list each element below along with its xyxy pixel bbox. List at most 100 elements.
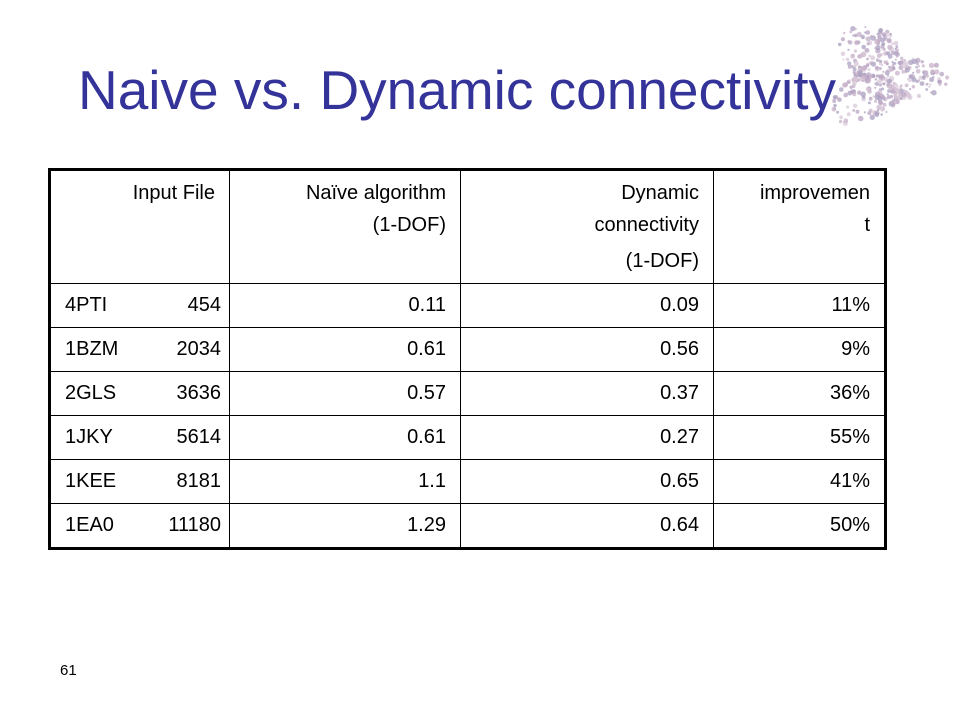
protein-atom — [854, 33, 858, 38]
protein-atom — [933, 64, 936, 67]
protein-atom — [866, 87, 870, 92]
protein-atom — [911, 58, 918, 65]
protein-atom — [889, 32, 892, 36]
protein-atom — [867, 101, 871, 105]
header-line: t — [864, 214, 870, 236]
protein-atom — [857, 115, 864, 122]
protein-atom — [939, 71, 945, 77]
protein-atom — [876, 105, 880, 109]
protein-atom — [847, 90, 853, 96]
protein-atom — [852, 109, 856, 112]
protein-atom — [875, 44, 881, 51]
cell-improvement: 50% — [713, 503, 886, 549]
protein-atom — [944, 82, 948, 86]
protein-atom — [876, 75, 879, 78]
cell-naive-time: 0.11 — [229, 283, 461, 328]
protein-atom — [860, 51, 867, 58]
protein-atom — [847, 65, 852, 69]
protein-atom — [901, 69, 906, 74]
protein-atom — [849, 85, 853, 89]
protein-atom — [874, 78, 878, 81]
protein-atom — [896, 89, 901, 95]
protein-atom — [879, 100, 883, 104]
cell-input-file: 1EA0 11180 — [49, 503, 230, 549]
protein-atom — [868, 96, 873, 101]
protein-atom — [899, 97, 903, 100]
protein-atom — [840, 37, 845, 42]
protein-atom — [911, 77, 917, 83]
protein-atom — [916, 62, 919, 66]
protein-atom — [907, 94, 913, 100]
protein-atom — [833, 103, 837, 108]
protein-atom — [889, 100, 893, 104]
protein-atom — [857, 90, 862, 95]
protein-atom — [863, 72, 866, 76]
table-row: 1EA0 11180 1.29 0.64 50% — [49, 503, 886, 549]
protein-atom — [874, 94, 880, 100]
protein-atom — [900, 84, 903, 87]
protein-atom — [918, 75, 923, 80]
protein-atom — [874, 86, 877, 89]
protein-atom — [866, 42, 870, 46]
protein-atom — [928, 62, 935, 69]
protein-atom — [925, 88, 929, 91]
protein-atom — [839, 115, 843, 120]
protein-atom — [869, 114, 875, 121]
protein-atom — [875, 58, 880, 62]
protein-atom — [938, 82, 942, 86]
protein-atom — [870, 35, 877, 41]
protein-atom — [849, 30, 853, 34]
protein-atom — [892, 66, 896, 70]
protein-atom — [878, 28, 883, 33]
protein-atom — [843, 92, 848, 98]
protein-atom — [896, 98, 900, 103]
cell-naive-time: 0.61 — [229, 327, 461, 372]
protein-atom — [877, 35, 882, 39]
protein-atom — [832, 99, 837, 103]
protein-atom — [917, 65, 921, 68]
protein-atom — [919, 81, 925, 86]
protein-atom — [882, 96, 885, 100]
header-dynamic-connectivity: Dynamic connectivity (1-DOF) — [460, 169, 714, 284]
protein-atom — [922, 70, 925, 73]
table-row: 4PTI 454 0.11 0.09 11% — [49, 283, 886, 328]
protein-atom — [911, 84, 916, 89]
protein-atom — [872, 95, 875, 98]
protein-atom — [853, 76, 858, 82]
protein-atom — [874, 39, 880, 45]
input-file-size: 2034 — [176, 338, 222, 360]
cell-naive-time: 1.29 — [229, 503, 461, 549]
cell-dynamic-time: 0.27 — [460, 415, 714, 460]
cell-input-file: 2GLS 3636 — [49, 371, 230, 416]
protein-atom — [854, 49, 857, 53]
protein-atom — [908, 87, 912, 91]
protein-atom — [887, 85, 890, 89]
protein-atom — [886, 93, 889, 96]
cell-dynamic-time: 0.09 — [460, 283, 714, 328]
header-line: Input File — [132, 182, 215, 204]
protein-atom — [843, 118, 849, 123]
protein-atom — [876, 32, 880, 36]
protein-atom — [934, 69, 940, 75]
table-row: 1KEE 8181 1.1 0.65 41% — [49, 459, 886, 504]
protein-atom — [865, 64, 870, 68]
table-header-row: Input File Naïve algorithm (1-DOF) Dynam… — [49, 169, 886, 284]
cell-improvement: 55% — [713, 415, 886, 460]
protein-atom — [901, 92, 907, 98]
protein-atom — [921, 64, 925, 68]
protein-atom — [903, 59, 906, 62]
input-file-id: 2GLS — [65, 382, 117, 404]
protein-atom — [847, 61, 852, 66]
protein-atom — [831, 107, 837, 112]
input-file-id: 1EA0 — [65, 514, 114, 536]
protein-atom — [895, 45, 899, 49]
protein-atom — [901, 62, 907, 68]
protein-atom — [904, 83, 909, 88]
protein-atom — [866, 57, 869, 61]
protein-atom — [894, 95, 898, 100]
protein-atom — [842, 58, 845, 61]
protein-atom — [852, 103, 858, 109]
protein-atom — [915, 65, 918, 69]
protein-atom — [929, 77, 935, 83]
